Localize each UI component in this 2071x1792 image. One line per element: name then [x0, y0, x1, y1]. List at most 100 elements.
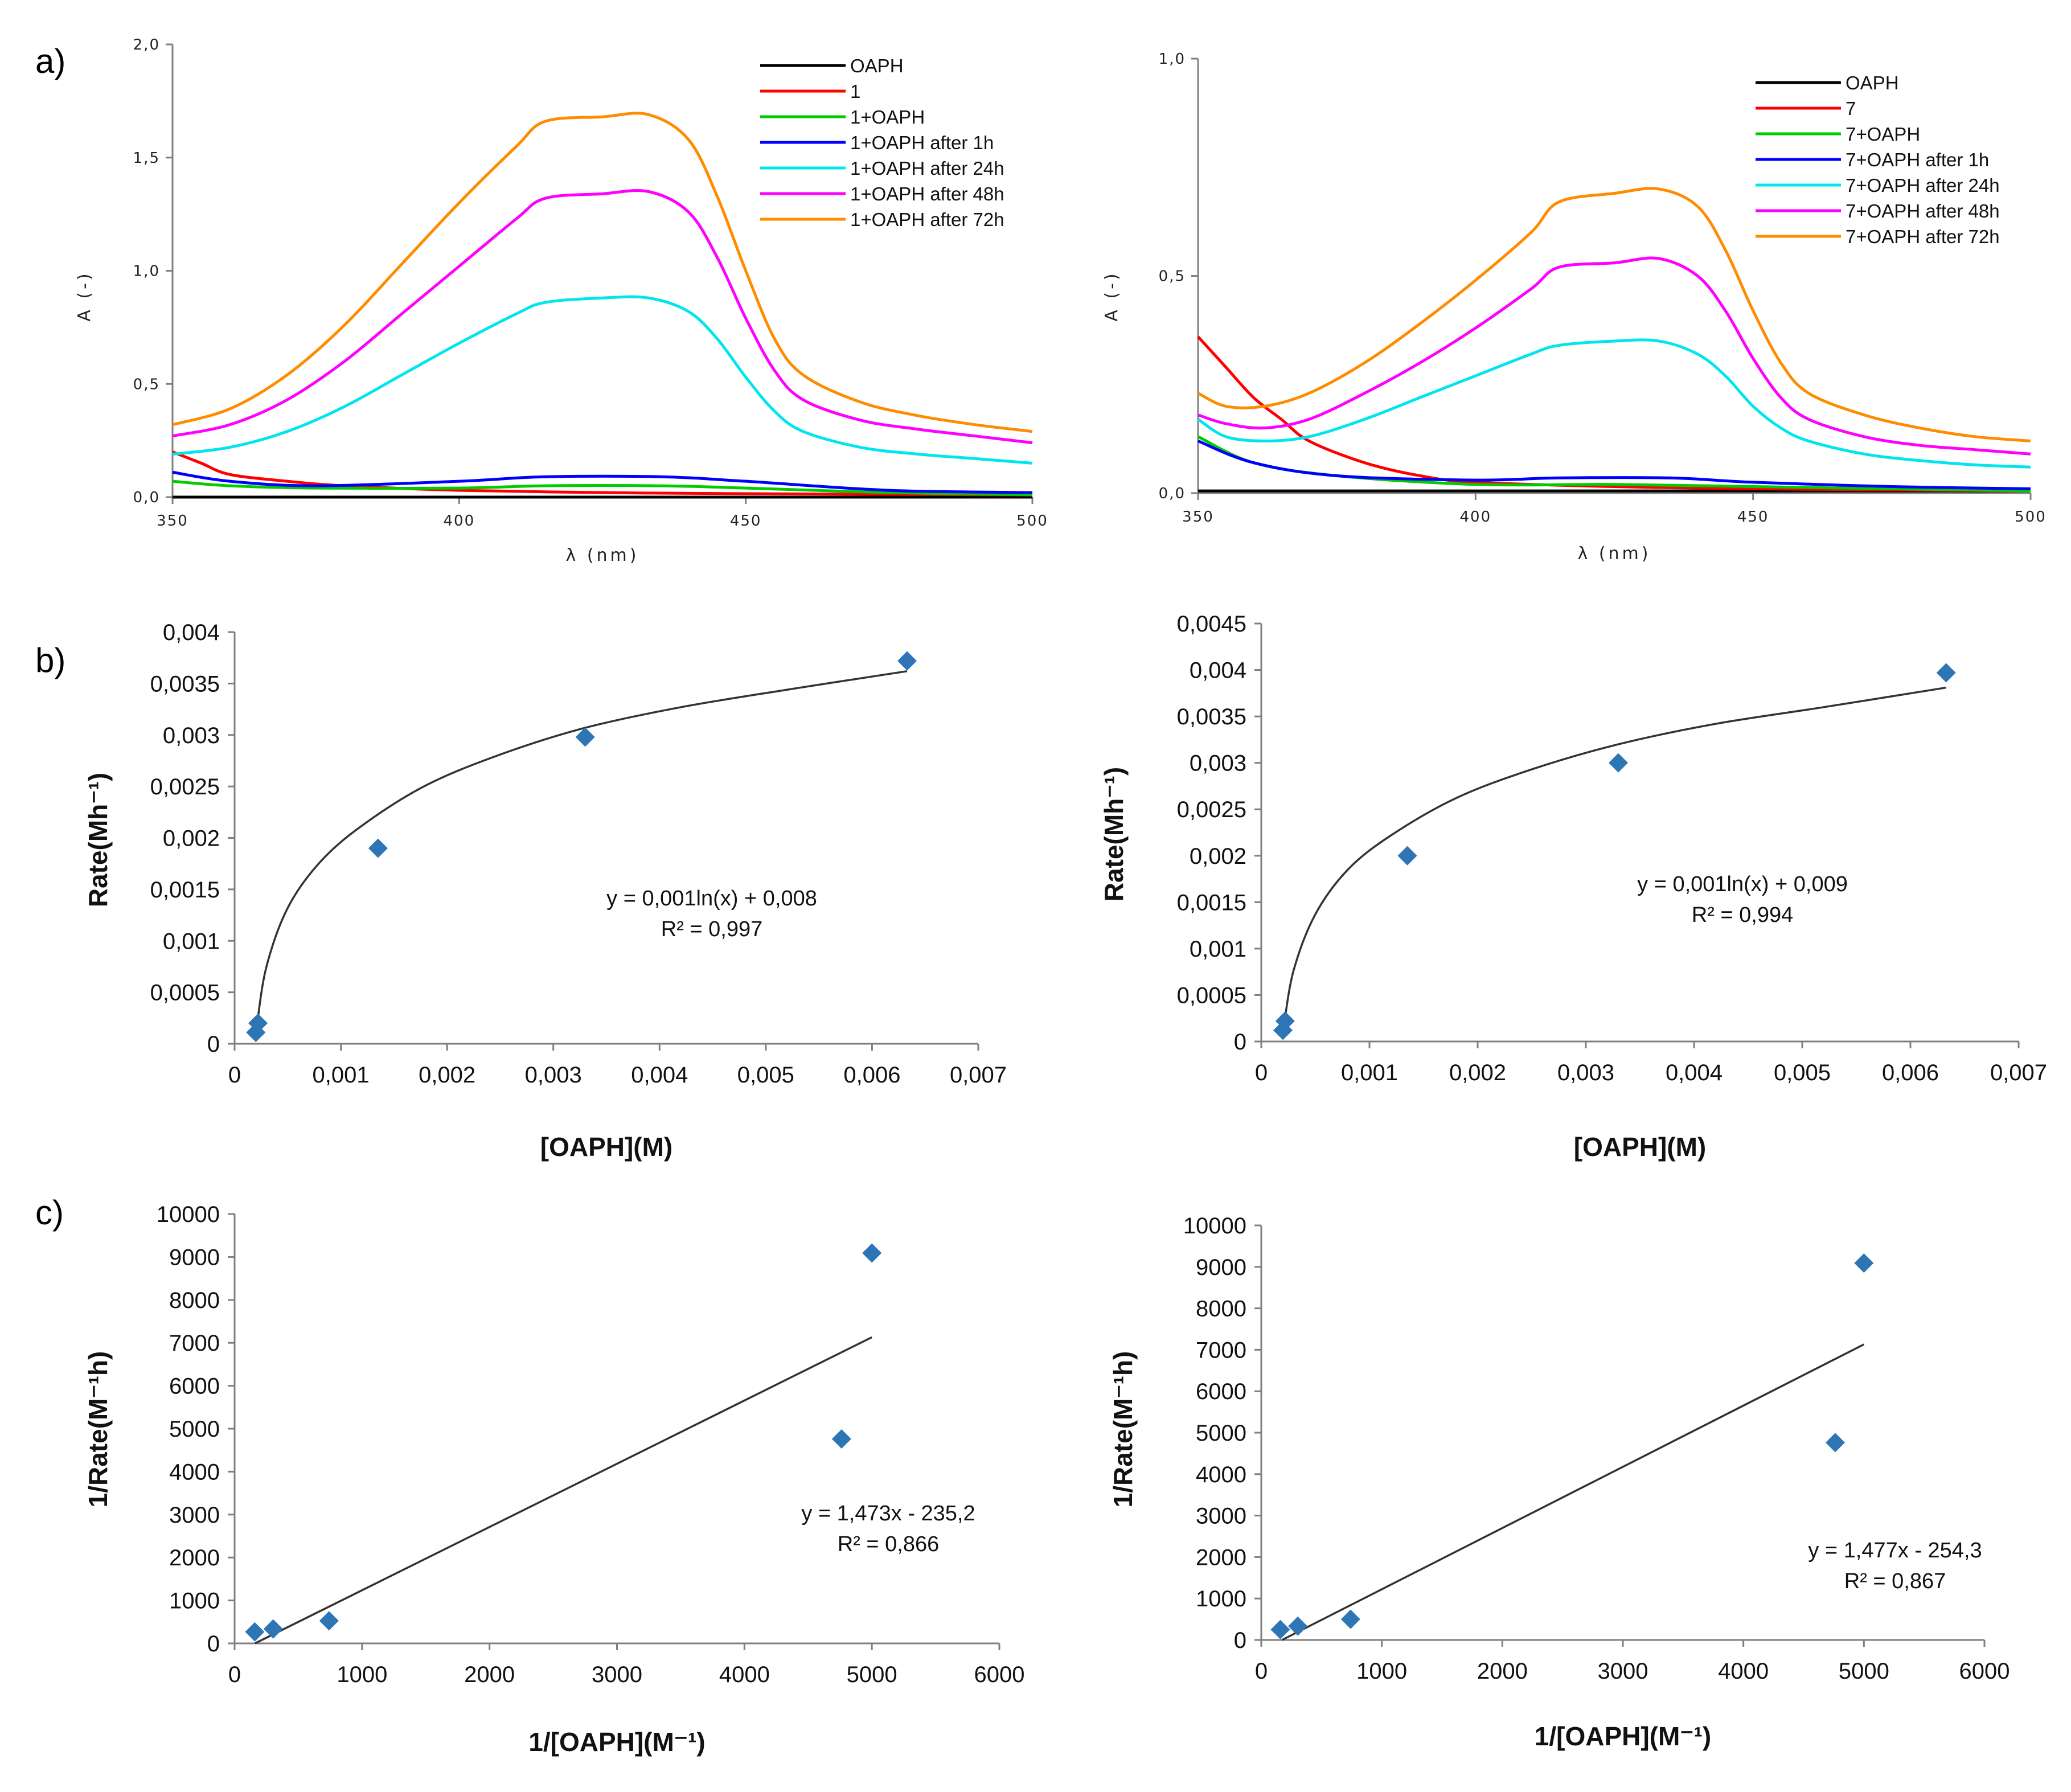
series-line-5	[1198, 256, 2031, 456]
y-tick-label: 4000	[1196, 1462, 1246, 1487]
data-point	[831, 1429, 851, 1449]
y-tick-label: 0,003	[1190, 751, 1246, 776]
data-point	[263, 1619, 283, 1639]
y-tick-label: 1000	[169, 1589, 220, 1614]
y-axis-label: 1/Rate(M⁻¹h)	[83, 1351, 113, 1508]
x-axis-label: 1/[OAPH](M⁻¹)	[1535, 1721, 1711, 1751]
series-line-6	[1197, 187, 2031, 442]
x-tick-label: 500	[2015, 509, 2047, 526]
y-tick-label: 8000	[1196, 1297, 1246, 1322]
chart-c-right: 0 1000 2000 3000 4000 5000 6000 0 1000 2000 3000 40…	[1108, 1213, 2010, 1751]
x-tick-label: 0,002	[1449, 1060, 1506, 1085]
y-tick-label: 9000	[169, 1245, 220, 1270]
x-tick-label: 1000	[1356, 1659, 1407, 1684]
y-tick-label: 3000	[169, 1503, 220, 1528]
y-tick-label: 0,0005	[150, 981, 220, 1006]
y-tick-label: 0,001	[163, 929, 220, 954]
y-tick-label: 0,004	[163, 620, 220, 645]
series-line-5	[172, 189, 1033, 445]
y-tick-label: 1,0	[1159, 51, 1186, 68]
series-line-3	[172, 470, 1033, 494]
trendline	[255, 1336, 872, 1645]
y-tick-label: 9000	[1196, 1255, 1246, 1280]
x-tick-label: 0,004	[1666, 1060, 1723, 1085]
y-tick-label: 0	[1234, 1628, 1246, 1653]
x-axis-label: 1/[OAPH](M⁻¹)	[528, 1727, 705, 1757]
x-tick-label: 5000	[847, 1662, 897, 1687]
y-tick-label: 0,0015	[150, 877, 220, 903]
x-tick-label: 4000	[1718, 1659, 1769, 1684]
charts-layer: 350 400 450 500 0,0 0,5 1,0 1,5 2,0 λ (nm) A (-) OA…	[75, 36, 2047, 1757]
y-tick-label: 0,003	[163, 723, 220, 748]
trendline-equation: y = 1,477x - 254,3	[1808, 1539, 1982, 1563]
y-tick-label: 1,5	[133, 150, 160, 167]
y-tick-label: 10000	[157, 1202, 220, 1227]
chart-a-left: 350 400 450 500 0,0 0,5 1,0 1,5 2,0 λ (nm) A (-) OA…	[75, 36, 1048, 565]
r-squared-label: R² = 0,997	[661, 917, 763, 941]
x-tick-label: 0,001	[1341, 1060, 1398, 1085]
y-tick-label: 0,0025	[150, 774, 220, 799]
data-point	[245, 1622, 265, 1642]
x-tick-label: 0,002	[419, 1063, 475, 1088]
legend-label: 1+OAPH after 48h	[850, 183, 1004, 204]
x-axis-label: [OAPH](M)	[1574, 1132, 1707, 1162]
data-point	[1854, 1253, 1874, 1273]
data-point	[1288, 1616, 1308, 1636]
x-tick-label: 2000	[1477, 1659, 1528, 1684]
y-tick-label: 2000	[1196, 1545, 1246, 1570]
x-tick-label: 400	[1460, 509, 1492, 526]
y-tick-label: 3000	[1196, 1504, 1246, 1529]
trendline-equation: y = 1,473x - 235,2	[801, 1502, 975, 1526]
data-point	[897, 651, 917, 671]
series-line-4	[1197, 338, 2031, 469]
chart-b-right: 0 0,001 0,002 0,003 0,004 0,005 0,006 0,007 0 0,0…	[1099, 612, 2047, 1162]
y-tick-label: 0,0025	[1177, 797, 1246, 822]
x-tick-label: 500	[1016, 512, 1048, 530]
chart-a-right: 350 400 450 500 0,0 0,5 1,0 λ (nm) A (-) OAPH 7 7+O…	[1102, 51, 2047, 564]
chart-b-left: 0 0,001 0,002 0,003 0,004 0,005 0,006 0,007 0 0,0…	[83, 620, 1007, 1162]
trendline-equation: y = 0,001ln(x) + 0,008	[606, 887, 817, 911]
x-tick-label: 2000	[464, 1662, 515, 1687]
x-tick-label: 5000	[1839, 1659, 1889, 1684]
panel-label-c: c)	[35, 1194, 64, 1232]
data-point	[319, 1611, 339, 1631]
y-tick-label: 0,0005	[1177, 983, 1246, 1008]
trendline	[1283, 686, 1946, 1025]
x-tick-label: 0	[228, 1662, 241, 1687]
data-point	[1270, 1619, 1290, 1639]
y-tick-label: 0	[207, 1032, 220, 1057]
legend-label: 1+OAPH after 1h	[850, 132, 994, 153]
series-line-3	[1198, 440, 2031, 490]
trendline-equation: y = 0,001ln(x) + 0,009	[1637, 872, 1848, 896]
y-axis-label: 1/Rate(M⁻¹h)	[1108, 1351, 1138, 1508]
y-tick-label: 6000	[1196, 1379, 1246, 1404]
data-point	[1825, 1433, 1845, 1453]
y-tick-label: 0,0	[1159, 485, 1186, 502]
legend-label: 7+OAPH	[1846, 124, 1920, 145]
x-tick-label: 3000	[1598, 1659, 1648, 1684]
y-tick-label: 10000	[1183, 1213, 1246, 1239]
x-tick-label: 4000	[719, 1662, 770, 1687]
trendline	[1281, 1343, 1865, 1641]
y-tick-label: 1,0	[133, 263, 160, 280]
y-tick-label: 7000	[169, 1331, 220, 1356]
y-tick-label: 0	[207, 1631, 220, 1656]
y-tick-label: 2000	[169, 1545, 220, 1570]
legend-label: 1+OAPH	[850, 106, 925, 128]
x-tick-label: 0,007	[1990, 1060, 2047, 1085]
x-tick-label: 0,004	[631, 1063, 688, 1088]
legend-label: 7+OAPH after 24h	[1846, 175, 2000, 196]
x-tick-label: 350	[157, 512, 188, 530]
legend-label: 7+OAPH after 1h	[1846, 149, 1989, 170]
x-tick-label: 400	[444, 512, 475, 530]
series-line-1	[1197, 335, 2031, 493]
y-axis-label: A (-)	[1102, 270, 1122, 321]
x-tick-label: 0,006	[1882, 1060, 1939, 1085]
panel-label-a: a)	[35, 42, 65, 80]
y-axis-label: A (-)	[75, 270, 95, 321]
series-line-6	[172, 112, 1033, 433]
legend-label: 7+OAPH after 72h	[1846, 226, 2000, 247]
data-point	[1936, 663, 1956, 683]
x-tick-label: 0	[1255, 1659, 1268, 1684]
